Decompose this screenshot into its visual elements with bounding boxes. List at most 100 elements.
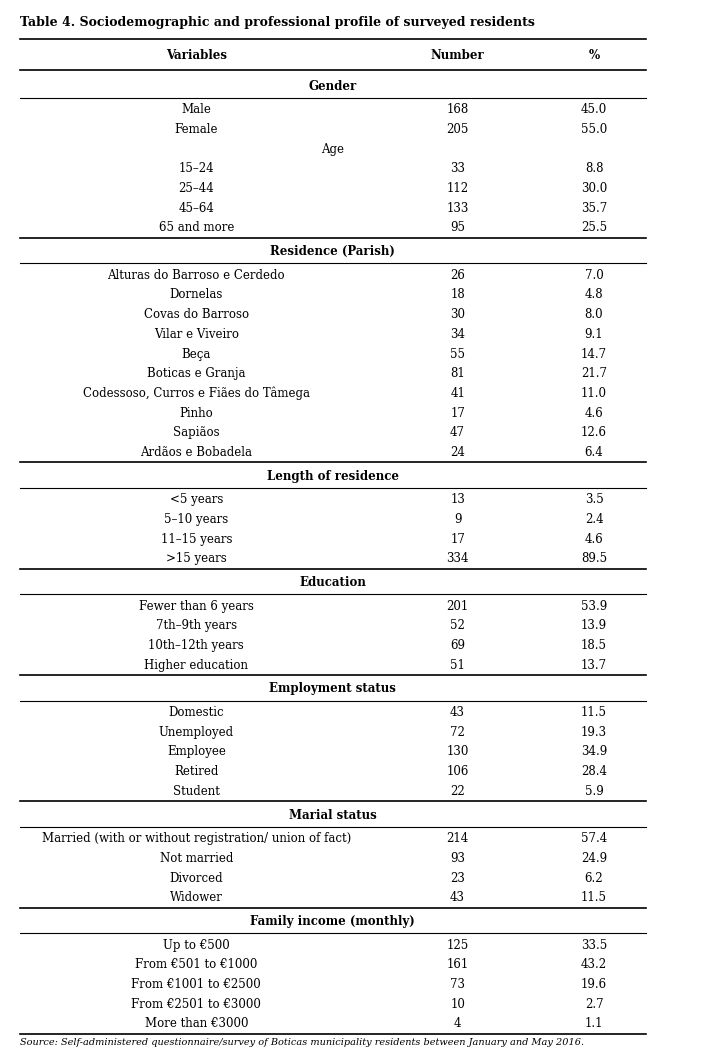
Text: 13: 13 <box>450 494 465 506</box>
Text: Vilar e Viveiro: Vilar e Viveiro <box>154 328 239 340</box>
Text: 205: 205 <box>446 123 469 136</box>
Text: Beça: Beça <box>182 348 211 361</box>
Text: 43: 43 <box>450 892 465 904</box>
Text: 2.4: 2.4 <box>585 513 603 526</box>
Text: 11.5: 11.5 <box>581 706 607 719</box>
Text: 57.4: 57.4 <box>581 832 607 845</box>
Text: Variables: Variables <box>166 49 227 62</box>
Text: Domestic: Domestic <box>168 706 224 719</box>
Text: 34: 34 <box>450 328 465 340</box>
Text: Divorced: Divorced <box>170 871 223 884</box>
Text: Female: Female <box>175 123 218 136</box>
Text: 12.6: 12.6 <box>581 427 607 439</box>
Text: Retired: Retired <box>174 765 218 778</box>
Text: 5–10 years: 5–10 years <box>164 513 228 526</box>
Text: 15–24: 15–24 <box>178 163 214 176</box>
Text: Dornelas: Dornelas <box>170 288 223 301</box>
Text: Codessoso, Curros e Fiães do Tâmega: Codessoso, Curros e Fiães do Tâmega <box>83 386 310 400</box>
Text: Higher education: Higher education <box>145 659 249 671</box>
Text: 201: 201 <box>446 600 469 613</box>
Text: 17: 17 <box>450 406 465 419</box>
Text: 125: 125 <box>446 938 469 951</box>
Text: 14.7: 14.7 <box>581 348 607 361</box>
Text: 25.5: 25.5 <box>581 221 607 234</box>
Text: 168: 168 <box>446 103 469 116</box>
Text: 11.0: 11.0 <box>581 387 607 400</box>
Text: 112: 112 <box>446 182 469 195</box>
Text: Education: Education <box>299 576 366 589</box>
Text: Number: Number <box>431 49 484 62</box>
Text: 6.2: 6.2 <box>585 871 603 884</box>
Text: Boticas e Granja: Boticas e Granja <box>147 367 246 380</box>
Text: 19.3: 19.3 <box>581 726 607 738</box>
Text: Alturas do Barroso e Cerdedo: Alturas do Barroso e Cerdedo <box>107 269 285 282</box>
Text: 34.9: 34.9 <box>581 746 607 759</box>
Text: 95: 95 <box>450 221 465 234</box>
Text: 10: 10 <box>450 998 465 1011</box>
Text: 30: 30 <box>450 309 465 321</box>
Text: 106: 106 <box>446 765 469 778</box>
Text: Pinho: Pinho <box>180 406 213 419</box>
Text: 43: 43 <box>450 706 465 719</box>
Text: 93: 93 <box>450 852 465 865</box>
Text: Married (with or without registration/ union of fact): Married (with or without registration/ u… <box>41 832 351 845</box>
Text: Length of residence: Length of residence <box>267 469 399 483</box>
Text: 28.4: 28.4 <box>581 765 607 778</box>
Text: 13.9: 13.9 <box>581 619 607 632</box>
Text: More than €3000: More than €3000 <box>145 1017 248 1030</box>
Text: 45.0: 45.0 <box>581 103 607 116</box>
Text: 51: 51 <box>450 659 465 671</box>
Text: 24.9: 24.9 <box>581 852 607 865</box>
Text: >15 years: >15 years <box>166 552 227 565</box>
Text: Family income (monthly): Family income (monthly) <box>251 915 415 928</box>
Text: 53.9: 53.9 <box>581 600 607 613</box>
Text: 30.0: 30.0 <box>581 182 607 195</box>
Text: 22: 22 <box>450 785 465 798</box>
Text: 35.7: 35.7 <box>581 202 607 215</box>
Text: Up to €500: Up to €500 <box>163 938 230 951</box>
Text: Source: Self-administered questionnaire/survey of Boticas municipality residents: Source: Self-administered questionnaire/… <box>20 1037 584 1047</box>
Text: Covas do Barroso: Covas do Barroso <box>144 309 249 321</box>
Text: %: % <box>588 49 600 62</box>
Text: 13.7: 13.7 <box>581 659 607 671</box>
Text: From €2501 to €3000: From €2501 to €3000 <box>131 998 261 1011</box>
Text: Unemployed: Unemployed <box>159 726 234 738</box>
Text: 11–15 years: 11–15 years <box>161 533 232 546</box>
Text: Ardãos e Bobadela: Ardãos e Bobadela <box>140 446 252 459</box>
Text: 1.1: 1.1 <box>585 1017 603 1030</box>
Text: 161: 161 <box>446 959 469 971</box>
Text: 45–64: 45–64 <box>178 202 214 215</box>
Text: 33.5: 33.5 <box>581 938 607 951</box>
Text: 72: 72 <box>450 726 465 738</box>
Text: 4.6: 4.6 <box>585 406 604 419</box>
Text: 25–44: 25–44 <box>178 182 214 195</box>
Text: Age: Age <box>322 143 344 155</box>
Text: Gender: Gender <box>309 80 357 93</box>
Text: Employment status: Employment status <box>270 682 396 696</box>
Text: 334: 334 <box>446 552 469 565</box>
Text: <5 years: <5 years <box>170 494 223 506</box>
Text: Student: Student <box>173 785 220 798</box>
Text: 24: 24 <box>450 446 465 459</box>
Text: From €1001 to €2500: From €1001 to €2500 <box>131 978 261 991</box>
Text: 11.5: 11.5 <box>581 892 607 904</box>
Text: 8.8: 8.8 <box>585 163 603 176</box>
Text: 3.5: 3.5 <box>585 494 604 506</box>
Text: Table 4. Sociodemographic and professional profile of surveyed residents: Table 4. Sociodemographic and profession… <box>20 16 535 29</box>
Text: 33: 33 <box>450 163 465 176</box>
Text: 5.9: 5.9 <box>585 785 604 798</box>
Text: From €501 to €1000: From €501 to €1000 <box>135 959 258 971</box>
Text: Male: Male <box>181 103 211 116</box>
Text: 21.7: 21.7 <box>581 367 607 380</box>
Text: 2.7: 2.7 <box>585 998 603 1011</box>
Text: 73: 73 <box>450 978 465 991</box>
Text: 4.6: 4.6 <box>585 533 604 546</box>
Text: 47: 47 <box>450 427 465 439</box>
Text: 43.2: 43.2 <box>581 959 607 971</box>
Text: 81: 81 <box>450 367 465 380</box>
Text: 130: 130 <box>446 746 469 759</box>
Text: 23: 23 <box>450 871 465 884</box>
Text: Not married: Not married <box>159 852 233 865</box>
Text: Fewer than 6 years: Fewer than 6 years <box>139 600 254 613</box>
Text: Sapiãos: Sapiãos <box>173 427 220 439</box>
